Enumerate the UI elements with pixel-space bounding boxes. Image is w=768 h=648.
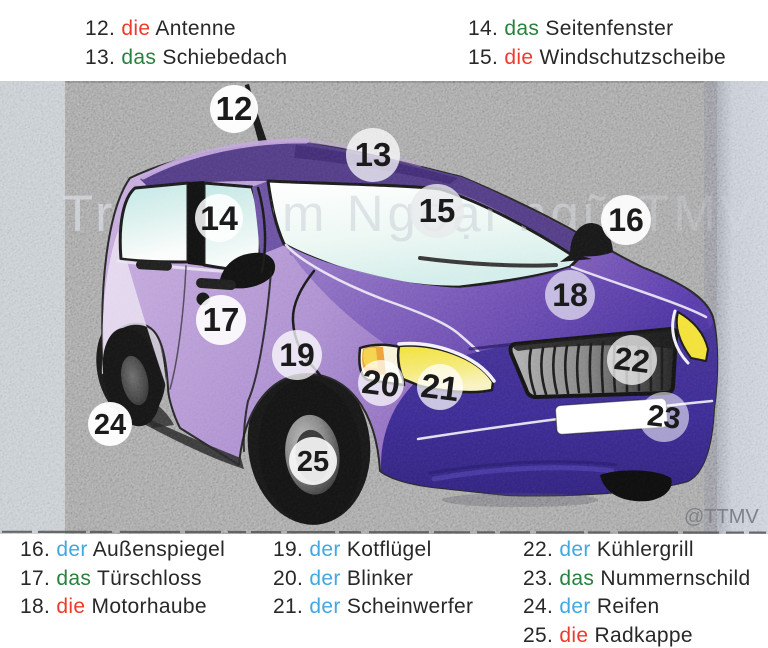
svg-text:16: 16	[608, 202, 644, 238]
svg-text:14: 14	[200, 200, 238, 238]
svg-text:24: 24	[94, 409, 126, 441]
svg-text:18: 18	[552, 277, 588, 313]
svg-text:22: 22	[612, 340, 652, 380]
svg-text:17: 17	[203, 301, 240, 338]
svg-text:25: 25	[297, 446, 329, 478]
svg-text:@TTMV: @TTMV	[684, 506, 759, 528]
svg-text:21: 21	[419, 367, 461, 409]
svg-text:12: 12	[216, 90, 253, 127]
svg-text:13: 13	[355, 136, 392, 173]
svg-text:23: 23	[645, 399, 682, 436]
svg-text:20: 20	[360, 363, 402, 405]
svg-text:19: 19	[279, 337, 315, 373]
svg-text:15: 15	[419, 192, 456, 229]
